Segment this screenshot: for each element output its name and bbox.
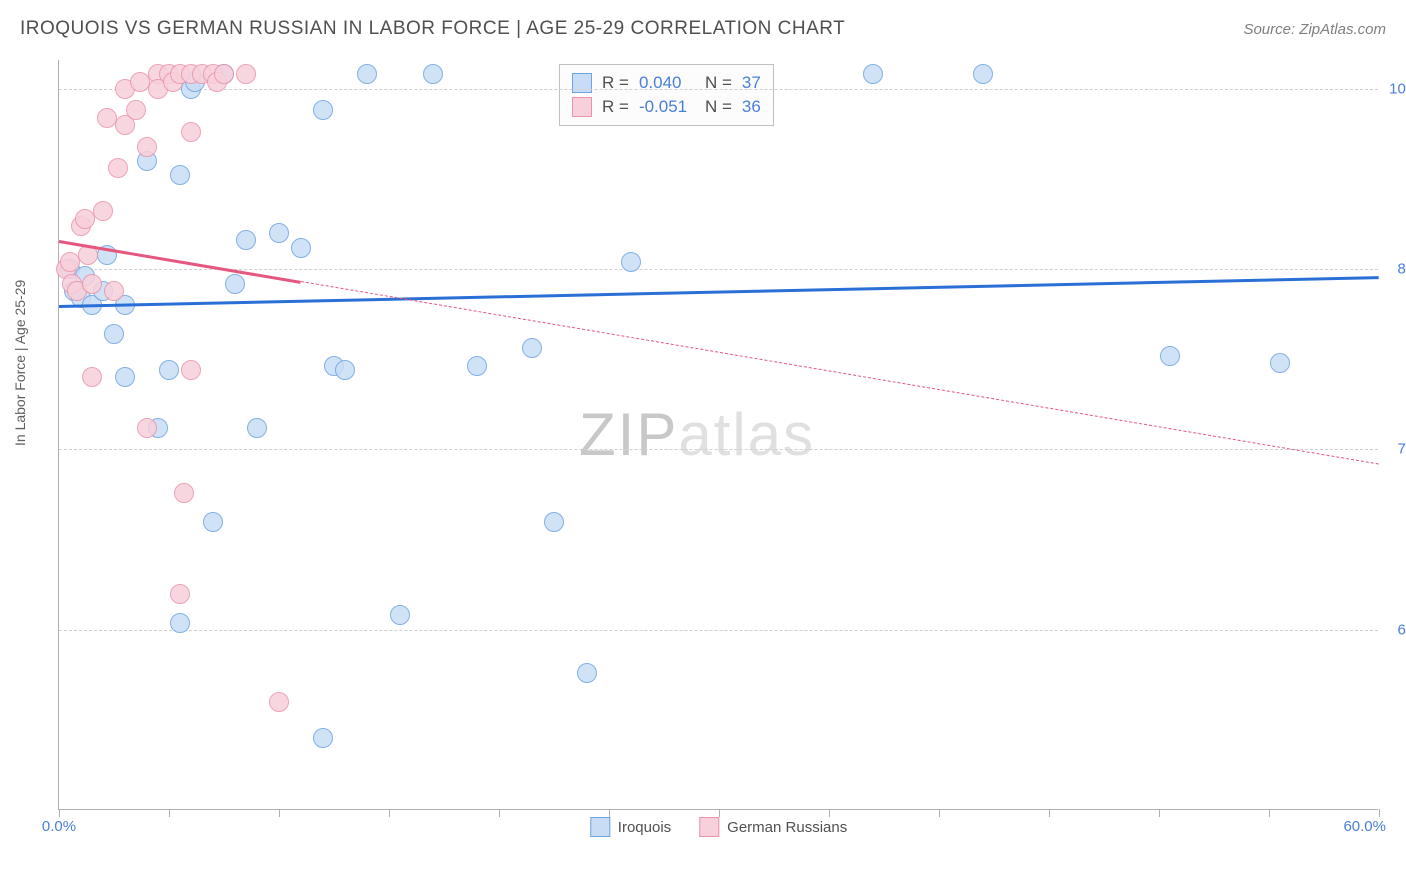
data-point (313, 100, 333, 120)
data-point (170, 165, 190, 185)
watermark: ZIPatlas (579, 400, 815, 469)
data-point (1160, 346, 1180, 366)
plot-area: ZIPatlas R = 0.040 N = 37 R = -0.051 N =… (58, 60, 1378, 810)
data-point (174, 483, 194, 503)
data-point (203, 512, 223, 532)
data-point (390, 605, 410, 625)
stats-row-iroquois: R = 0.040 N = 37 (572, 71, 761, 95)
data-point (863, 64, 883, 84)
gridline (59, 89, 1378, 90)
data-point (973, 64, 993, 84)
legend-label-iroquois: Iroquois (618, 819, 671, 836)
chart-title: IROQUOIS VS GERMAN RUSSIAN IN LABOR FORC… (20, 18, 845, 40)
trend-line (301, 281, 1379, 465)
data-point (181, 122, 201, 142)
data-point (236, 64, 256, 84)
x-tick (1049, 809, 1050, 817)
data-point (126, 100, 146, 120)
data-point (269, 692, 289, 712)
data-point (104, 281, 124, 301)
data-point (214, 64, 234, 84)
x-tick (499, 809, 500, 817)
y-tick-label: 87.5% (1397, 261, 1406, 278)
data-point (1270, 353, 1290, 373)
data-point (357, 64, 377, 84)
data-point (108, 158, 128, 178)
data-point (236, 230, 256, 250)
data-point (82, 367, 102, 387)
legend: Iroquois German Russians (590, 817, 847, 837)
x-tick-label: 0.0% (42, 818, 76, 835)
legend-swatch-german (699, 817, 719, 837)
swatch-iroquois (572, 73, 592, 93)
r-label: R = (602, 73, 629, 93)
data-point (82, 274, 102, 294)
x-tick (719, 809, 720, 817)
x-tick (939, 809, 940, 817)
gridline (59, 269, 1378, 270)
y-tick-label: 100.0% (1389, 80, 1406, 97)
x-tick (59, 809, 60, 817)
x-tick (1159, 809, 1160, 817)
data-point (313, 728, 333, 748)
data-point (467, 356, 487, 376)
n-label: N = (705, 97, 732, 117)
n-label: N = (705, 73, 732, 93)
y-tick-label: 75.0% (1397, 441, 1406, 458)
x-tick (279, 809, 280, 817)
y-axis-label: In Labor Force | Age 25-29 (12, 280, 28, 446)
data-point (137, 418, 157, 438)
data-point (291, 238, 311, 258)
chart-header: IROQUOIS VS GERMAN RUSSIAN IN LABOR FORC… (20, 18, 1386, 40)
y-tick-label: 62.5% (1397, 621, 1406, 638)
data-point (522, 338, 542, 358)
x-tick (169, 809, 170, 817)
gridline (59, 630, 1378, 631)
data-point (93, 201, 113, 221)
legend-swatch-iroquois (590, 817, 610, 837)
correlation-stats-box: R = 0.040 N = 37 R = -0.051 N = 36 (559, 64, 774, 126)
n-value-german: 36 (742, 97, 761, 117)
data-point (269, 223, 289, 243)
data-point (170, 584, 190, 604)
data-point (423, 64, 443, 84)
data-point (621, 252, 641, 272)
legend-label-german: German Russians (727, 819, 847, 836)
x-tick (389, 809, 390, 817)
data-point (247, 418, 267, 438)
data-point (335, 360, 355, 380)
n-value-iroquois: 37 (742, 73, 761, 93)
data-point (577, 663, 597, 683)
x-tick (1269, 809, 1270, 817)
data-point (115, 367, 135, 387)
trend-line (59, 276, 1379, 308)
data-point (181, 360, 201, 380)
gridline (59, 449, 1378, 450)
data-point (225, 274, 245, 294)
stats-row-german: R = -0.051 N = 36 (572, 95, 761, 119)
chart-source: Source: ZipAtlas.com (1243, 21, 1386, 38)
r-label: R = (602, 97, 629, 117)
data-point (159, 360, 179, 380)
r-value-iroquois: 0.040 (639, 73, 695, 93)
x-tick (829, 809, 830, 817)
data-point (137, 137, 157, 157)
x-tick-label: 60.0% (1343, 818, 1386, 835)
legend-item-german: German Russians (699, 817, 847, 837)
swatch-german (572, 97, 592, 117)
data-point (170, 613, 190, 633)
data-point (104, 324, 124, 344)
x-tick (609, 809, 610, 817)
r-value-german: -0.051 (639, 97, 695, 117)
legend-item-iroquois: Iroquois (590, 817, 671, 837)
x-tick (1379, 809, 1380, 817)
data-point (544, 512, 564, 532)
